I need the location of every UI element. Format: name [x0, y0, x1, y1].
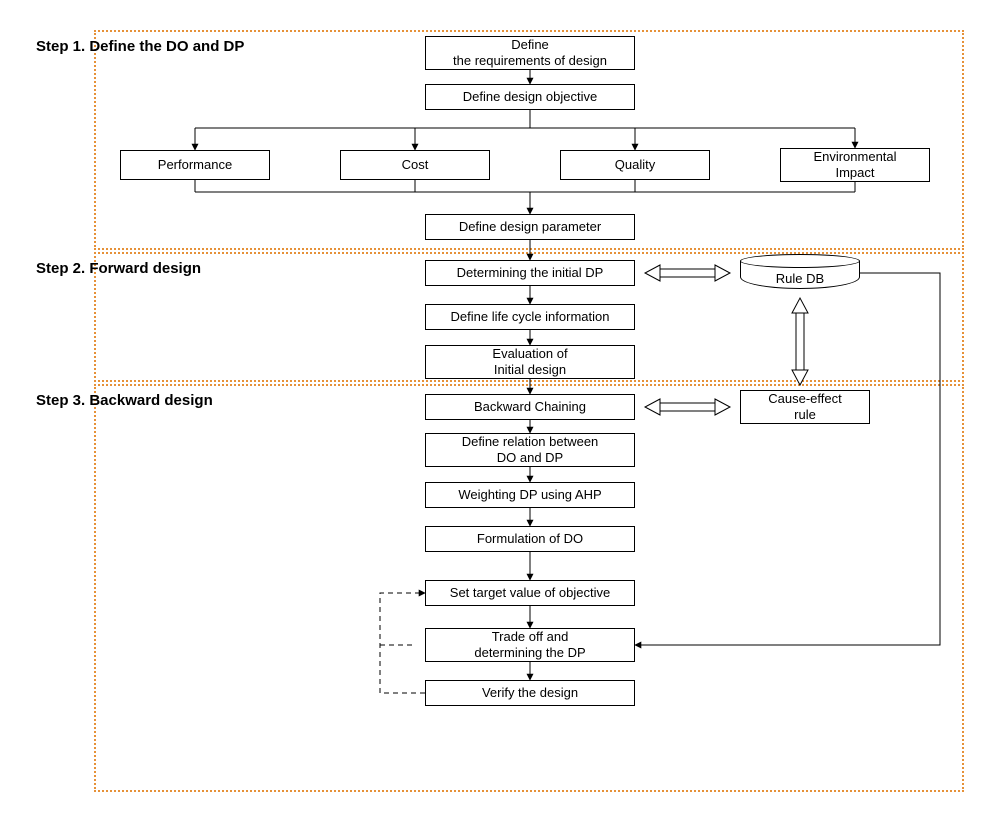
rule-db-label: Rule DB: [776, 271, 824, 286]
node-cost: Cost: [340, 150, 490, 180]
node-weighting: Weighting DP using AHP: [425, 482, 635, 508]
node-formulation: Formulation of DO: [425, 526, 635, 552]
node-backward-chaining: Backward Chaining: [425, 394, 635, 420]
step3-label: Step 3. Backward design: [36, 392, 213, 409]
node-performance: Performance: [120, 150, 270, 180]
step1-label: Step 1. Define the DO and DP: [36, 38, 244, 55]
node-quality: Quality: [560, 150, 710, 180]
flowchart-root: Step 1. Define the DO and DP Step 2. For…: [20, 20, 982, 797]
node-initial-dp: Determining the initial DP: [425, 260, 635, 286]
node-target: Set target value of objective: [425, 580, 635, 606]
node-cause-effect: Cause-effectrule: [740, 390, 870, 424]
node-design-objective: Define design objective: [425, 84, 635, 110]
node-tradeoff: Trade off anddetermining the DP: [425, 628, 635, 662]
node-relation: Define relation betweenDO and DP: [425, 433, 635, 467]
node-verify: Verify the design: [425, 680, 635, 706]
step2-label: Step 2. Forward design: [36, 260, 201, 277]
node-rule-db: Rule DB: [740, 254, 860, 289]
node-lifecycle: Define life cycle information: [425, 304, 635, 330]
node-eval-initial: Evaluation ofInitial design: [425, 345, 635, 379]
node-reqs: Definethe requirements of design: [425, 36, 635, 70]
node-env-impact: EnvironmentalImpact: [780, 148, 930, 182]
node-design-parameter: Define design parameter: [425, 214, 635, 240]
